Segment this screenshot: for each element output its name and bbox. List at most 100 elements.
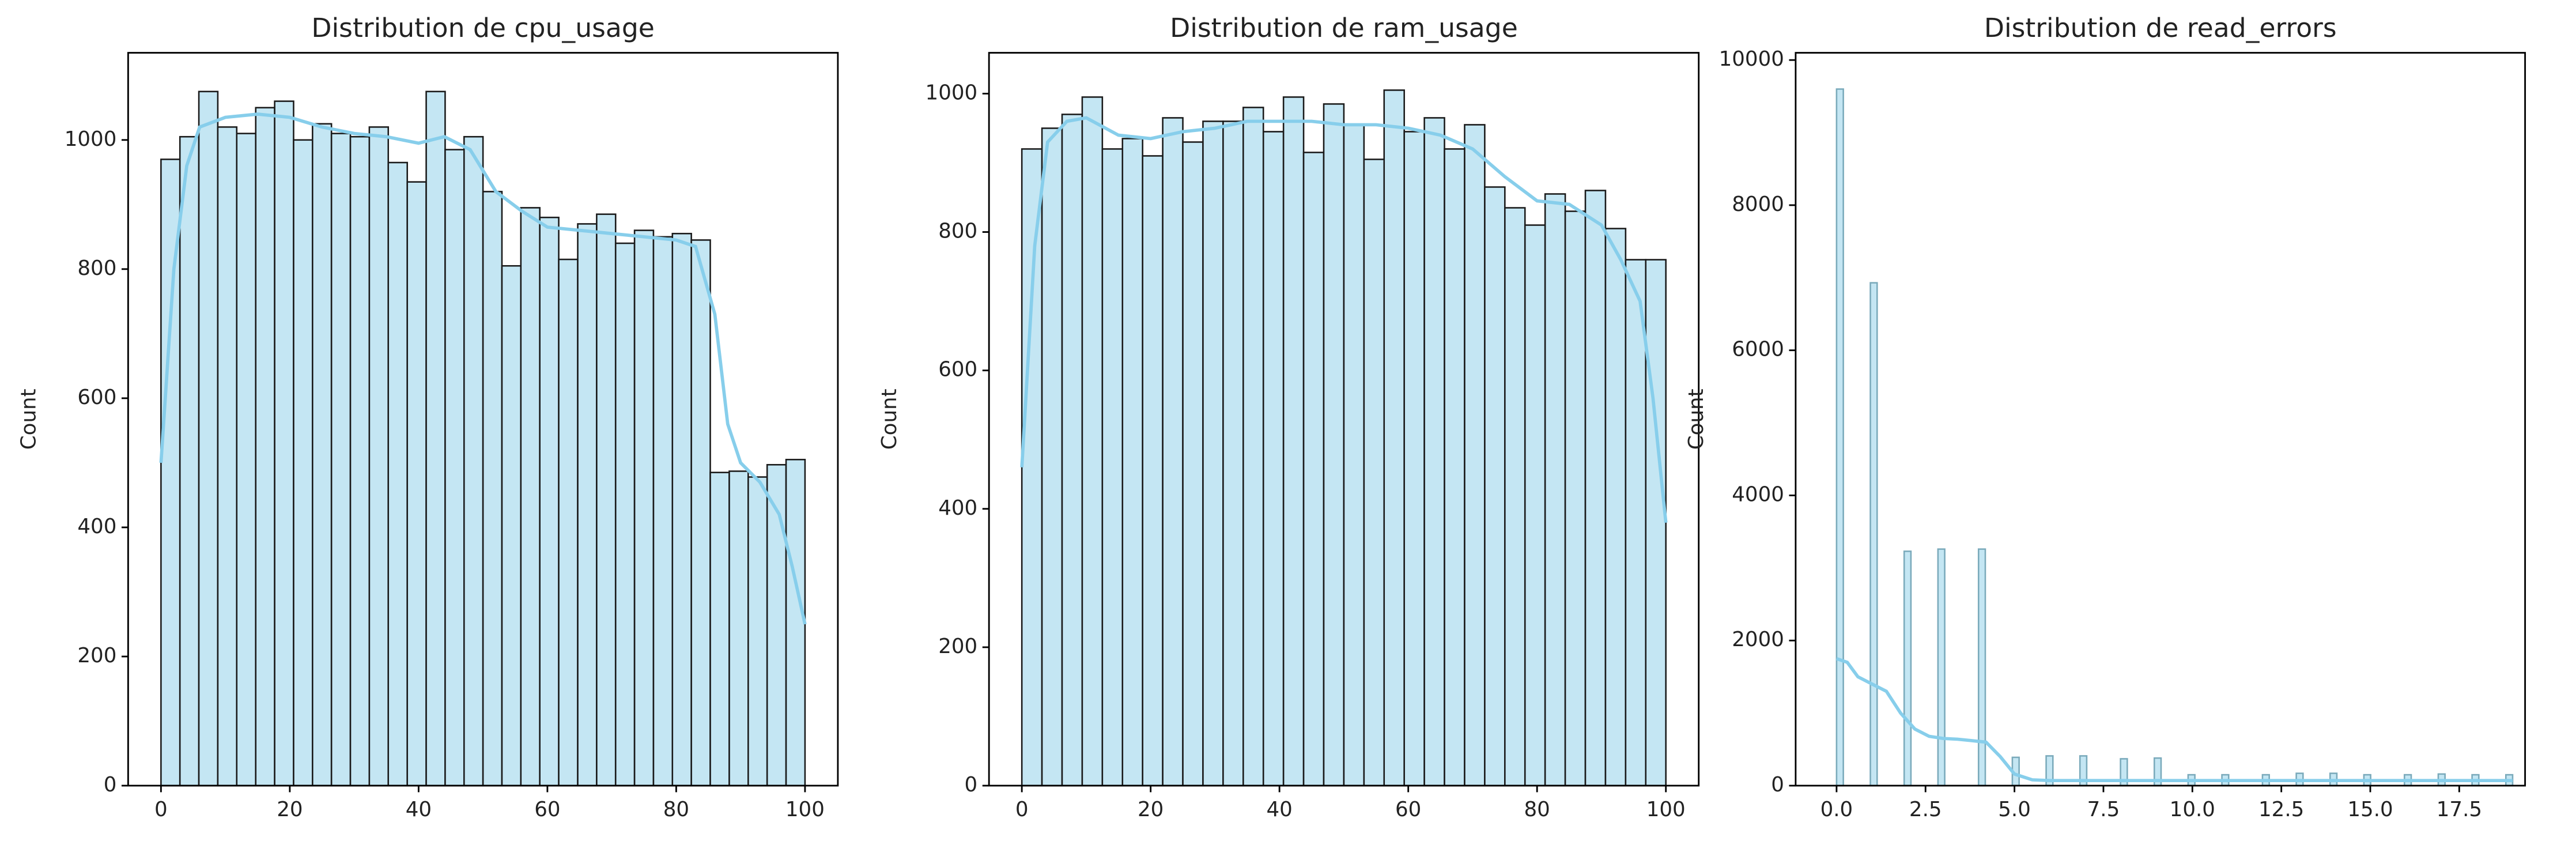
chart-title: Distribution de read_errors (1984, 13, 2337, 43)
y-tick-label: 400 (77, 515, 116, 538)
histogram-bar (1021, 148, 1043, 787)
x-tick-label: 100 (1646, 798, 1686, 821)
y-tick-label: 600 (938, 358, 977, 382)
x-tick-label: 0.0 (1820, 798, 1853, 821)
histogram-bar (1464, 124, 1486, 787)
histogram-bar (1835, 88, 1844, 787)
y-axis-label: Count (1684, 388, 1708, 450)
histogram-bar (1081, 96, 1104, 787)
histogram-bar (1302, 152, 1325, 787)
histogram-bar (614, 242, 636, 787)
histogram-bar (1937, 548, 1946, 787)
y-tick-label: 200 (938, 635, 977, 658)
histogram-bar (1363, 159, 1385, 787)
histogram-bar (596, 213, 617, 787)
histogram-bar (1182, 141, 1204, 787)
histogram-bar (577, 223, 598, 787)
x-tick-label: 80 (663, 798, 689, 821)
y-tick-label: 1000 (65, 127, 117, 151)
y-axis-label: Count (17, 388, 40, 450)
x-tick-label: 10.0 (2170, 798, 2215, 821)
y-tick-label: 800 (77, 256, 116, 280)
histogram-bar (425, 90, 446, 787)
histogram-bar (539, 216, 560, 787)
histogram-bar (1544, 193, 1566, 787)
histogram-bar (520, 207, 541, 787)
x-tick-label: 7.5 (2087, 798, 2120, 821)
histogram-bar (709, 471, 730, 787)
histogram-bar (444, 149, 465, 787)
histogram-bar (690, 239, 711, 787)
chart-title: Distribution de cpu_usage (311, 13, 654, 43)
histogram-bar (1504, 207, 1526, 787)
histogram-bar (1564, 210, 1587, 787)
plot-frame (1795, 52, 2526, 787)
chart-title: Distribution de ram_usage (1170, 13, 1518, 43)
histogram-bar (1383, 89, 1405, 787)
histogram-bar (671, 232, 692, 787)
histogram-bar (330, 133, 352, 787)
histogram-bar (274, 100, 294, 787)
histogram-bar (1604, 228, 1627, 787)
x-tick-label: 60 (534, 798, 560, 821)
x-tick-label: 15.0 (2347, 798, 2393, 821)
x-tick-label: 80 (1524, 798, 1550, 821)
histogram-bar (463, 135, 484, 787)
histogram-bar (255, 107, 275, 787)
histogram-bar (785, 459, 806, 787)
histogram-bar (1869, 282, 1878, 787)
histogram-bar (633, 229, 655, 787)
y-tick-label: 0 (1771, 773, 1784, 797)
histogram-bar (1977, 548, 1986, 787)
kde-line (1020, 116, 1668, 523)
x-tick-label: 60 (1395, 798, 1421, 821)
x-tick-label: 5.0 (1998, 798, 2031, 821)
histogram-bar (1262, 131, 1285, 787)
histogram-bar (1524, 224, 1546, 787)
x-tick-label: 0 (154, 798, 168, 821)
histogram-bar (312, 123, 333, 787)
plot-frame (988, 52, 1700, 787)
histogram-bar (217, 126, 238, 787)
histogram-bar (179, 135, 200, 787)
histogram-bar (198, 90, 219, 787)
histogram-bar (1061, 114, 1083, 787)
histogram-bar (1484, 186, 1506, 787)
histogram-bar (1323, 103, 1345, 787)
histogram-bar (501, 265, 522, 787)
x-tick-label: 100 (785, 798, 825, 821)
histogram-bar (1444, 148, 1465, 787)
y-tick-label: 8000 (1732, 193, 1784, 216)
histogram-bar (387, 161, 408, 787)
histogram-bar (1584, 190, 1607, 787)
histogram-bar (1101, 148, 1124, 787)
histogram-bar (1403, 131, 1425, 787)
histogram-bar (728, 470, 749, 787)
histogram-bar (1202, 120, 1224, 787)
histogram-bar (1282, 96, 1305, 787)
histogram-bar (1625, 259, 1647, 787)
x-tick-label: 40 (1266, 798, 1292, 821)
histogram-bar (236, 133, 257, 787)
histogram-bar (482, 191, 503, 787)
histogram-bar (558, 258, 579, 787)
histogram-bar (1222, 120, 1244, 787)
y-tick-label: 1000 (926, 81, 978, 104)
histogram-bar (1041, 127, 1063, 787)
histogram-bar (1903, 550, 1912, 787)
histogram-bar (1162, 117, 1184, 787)
y-tick-label: 4000 (1732, 482, 1784, 506)
y-tick-label: 0 (965, 773, 978, 797)
x-tick-label: 20 (277, 798, 303, 821)
y-tick-label: 800 (938, 220, 977, 243)
kde-line (159, 112, 807, 625)
plot-frame (127, 52, 839, 787)
histogram-bar (1121, 138, 1143, 787)
histogram-bar (747, 476, 768, 787)
histogram-bar (652, 236, 674, 787)
histogram-bar (1242, 107, 1264, 787)
histogram-bar (349, 135, 371, 787)
kde-line (1835, 657, 2513, 783)
